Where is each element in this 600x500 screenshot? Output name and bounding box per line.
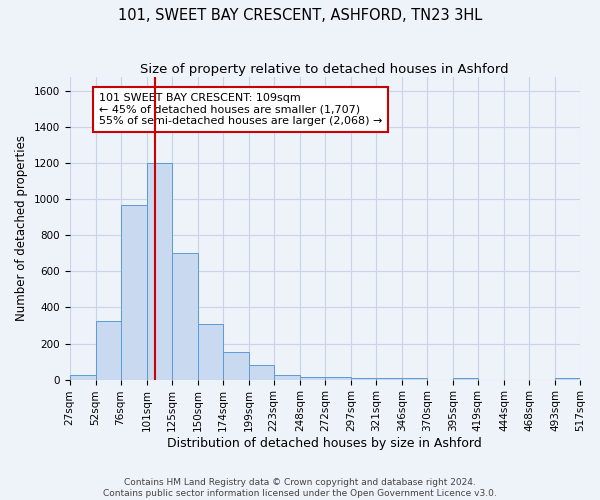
Y-axis label: Number of detached properties: Number of detached properties [15,135,28,321]
Bar [555,378,580,380]
Bar [197,324,223,380]
Bar [453,378,478,380]
Bar [274,375,300,380]
X-axis label: Distribution of detached houses by size in Ashford: Distribution of detached houses by size … [167,437,482,450]
Text: Contains HM Land Registry data © Crown copyright and database right 2024.
Contai: Contains HM Land Registry data © Crown c… [103,478,497,498]
Bar [121,204,146,380]
Bar [223,352,249,380]
Bar [95,321,121,380]
Bar [146,163,172,380]
Bar [376,378,402,380]
Text: 101, SWEET BAY CRESCENT, ASHFORD, TN23 3HL: 101, SWEET BAY CRESCENT, ASHFORD, TN23 3… [118,8,482,22]
Bar [70,375,95,380]
Bar [351,378,376,380]
Bar [402,378,427,380]
Bar [300,377,325,380]
Text: 101 SWEET BAY CRESCENT: 109sqm
← 45% of detached houses are smaller (1,707)
55% : 101 SWEET BAY CRESCENT: 109sqm ← 45% of … [98,93,382,126]
Bar [172,254,197,380]
Bar [249,365,274,380]
Title: Size of property relative to detached houses in Ashford: Size of property relative to detached ho… [140,62,509,76]
Bar [325,377,351,380]
